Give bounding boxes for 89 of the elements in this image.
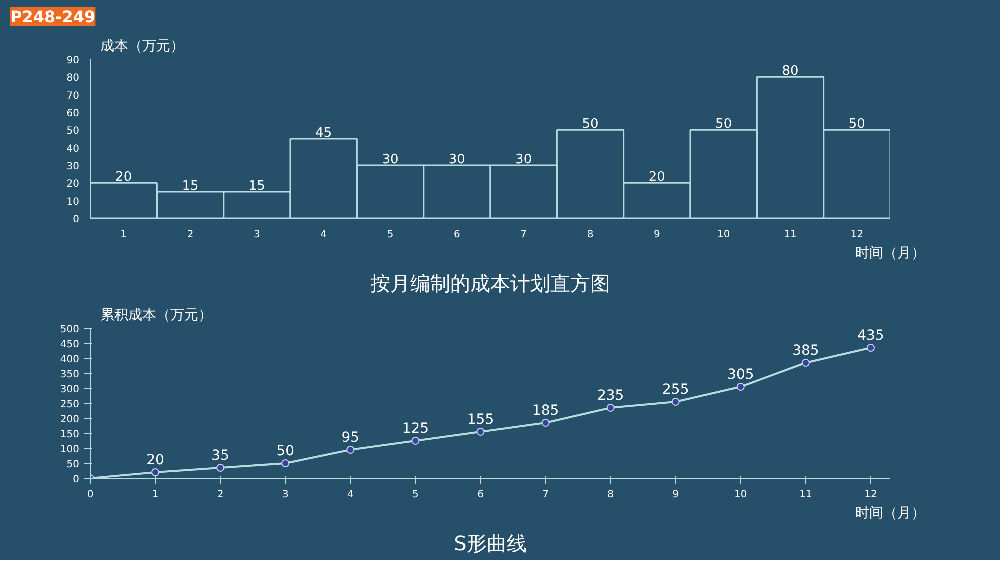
x-tick-label: 3 [254, 230, 260, 240]
text: S形曲线 [454, 532, 527, 556]
x-tick-label: 2 [217, 490, 224, 500]
y-tick-label: 250 [60, 400, 80, 410]
y-tick-label: 90 [66, 56, 80, 66]
y-tick-label: 50 [66, 126, 80, 138]
x-tick-label: 11 [800, 490, 812, 500]
point [282, 460, 290, 468]
data-label: 30 [382, 152, 399, 168]
point [802, 359, 810, 367]
point [412, 437, 420, 445]
data-label: 45 [316, 126, 332, 141]
y-tick-label: 350 [60, 370, 80, 380]
y-tick-label: 500 [60, 324, 80, 336]
x-tick-label: 7 [542, 490, 549, 500]
text: 按月编制的成本计划直方图 [370, 272, 610, 296]
y-tick-label: 10 [66, 196, 80, 208]
data-label: 185 [532, 403, 560, 419]
y-tick-label: 100 [60, 444, 80, 456]
data-label: 95 [342, 430, 360, 446]
data-label: 50 [582, 117, 599, 132]
y-tick-label: 150 [60, 430, 80, 440]
y-axis-title: 累积成本（万元） [100, 308, 212, 324]
point [866, 344, 875, 352]
data-label: 305 [728, 367, 754, 383]
point [476, 428, 485, 436]
x-tick-label: 9 [654, 230, 660, 240]
x-tick-label: 10 [734, 490, 748, 500]
data-label: 125 [402, 421, 430, 437]
point [542, 419, 550, 427]
y-tick-label: 50 [66, 460, 80, 470]
x-tick-label: 2 [187, 230, 194, 240]
x-tick-label: 3 [282, 490, 289, 500]
y-tick-label: 300 [60, 384, 80, 396]
data-label: 30 [448, 152, 466, 168]
y-tick-label: 450 [60, 340, 80, 350]
data-label: 50 [848, 117, 866, 132]
y-tick-label: 20 [66, 179, 80, 190]
data-label: 15 [248, 179, 266, 194]
x-tick-label: 1 [120, 230, 128, 240]
x-tick-label: 12 [850, 230, 864, 240]
y-tick-label: 200 [60, 414, 80, 426]
text: P248-249 [10, 8, 96, 26]
y-tick-label: 60 [66, 108, 80, 120]
x-tick-label: 8 [587, 230, 594, 240]
data-label: 20 [648, 170, 666, 186]
x-tick-label: 6 [454, 230, 460, 240]
data-label: 385 [792, 343, 820, 359]
x-tick-label: 5 [387, 230, 394, 240]
data-label: 35 [212, 448, 230, 464]
data-label: 20 [116, 170, 132, 186]
x-tick-label: 0 [87, 490, 94, 500]
y-axis-title: 成本（万元） [100, 38, 184, 54]
x-tick-label: 1 [152, 490, 159, 500]
x-tick-label: 7 [520, 230, 528, 240]
x-tick-label: 11 [784, 230, 797, 240]
x-tick-label: 4 [347, 490, 354, 500]
y-tick-label: 40 [66, 144, 80, 155]
x-axis-title: 时间（月） [856, 506, 926, 522]
data-label: 20 [146, 452, 164, 468]
point [672, 398, 680, 406]
x-tick-label: 10 [717, 230, 730, 240]
x-tick-label: 5 [412, 490, 419, 500]
x-tick-label: 6 [478, 490, 484, 500]
x-tick-label: 9 [672, 490, 680, 500]
y-tick-label: 0 [73, 474, 80, 486]
data-label: 50 [276, 444, 295, 460]
y-tick-label: 80 [66, 73, 80, 84]
x-axis-title: 时间（月） [856, 246, 926, 262]
x-tick-label: 4 [320, 230, 328, 240]
y-tick-label: 0 [73, 214, 80, 226]
data-label: 80 [782, 64, 799, 80]
y-tick-label: 70 [66, 90, 80, 102]
data-label: 50 [716, 117, 732, 132]
point [606, 404, 615, 412]
data-label: 15 [182, 179, 199, 194]
y-tick-label: 400 [60, 354, 80, 366]
point [216, 464, 225, 472]
data-label: 30 [516, 152, 532, 168]
data-label: 255 [662, 382, 690, 398]
y-tick-label: 30 [66, 162, 80, 172]
point [152, 468, 160, 476]
point [736, 383, 745, 391]
data-label: 435 [858, 328, 884, 344]
x-tick-label: 8 [608, 490, 614, 500]
data-label: 155 [467, 412, 494, 428]
data-label: 235 [597, 388, 624, 404]
point [346, 446, 355, 454]
x-tick-label: 12 [864, 490, 878, 500]
